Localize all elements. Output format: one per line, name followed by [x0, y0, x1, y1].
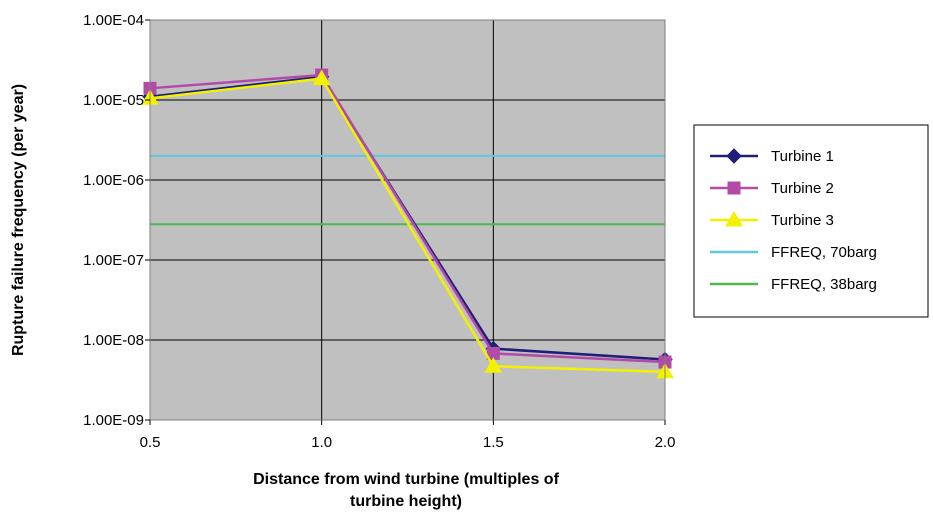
legend-swatch-marker — [728, 182, 740, 194]
y-tick-label: 1.00E-05 — [83, 92, 144, 109]
y-tick-label: 1.00E-09 — [83, 412, 144, 429]
y-tick-label: 1.00E-04 — [83, 12, 144, 29]
legend-label: Turbine 1 — [771, 148, 834, 165]
legend-item-2: Turbine 2 — [710, 180, 834, 197]
y-axis-ticks: 1.00E-04 1.00E-05 1.00E-06 1.00E-07 1.00E-08… — [83, 12, 150, 429]
legend-label: FFREQ, 38barg — [771, 276, 877, 293]
x-tick-label: 1.0 — [311, 434, 332, 451]
legend: Turbine 1 Turbine 2 Turbine 3 FFREQ, 70barg… — [694, 125, 928, 317]
y-tick-label: 1.00E-06 — [83, 172, 144, 189]
y-tick-label: 1.00E-07 — [83, 252, 144, 269]
x-tick-label: 0.5 — [140, 434, 161, 451]
x-tick-label: 2.0 — [655, 434, 676, 451]
legend-label: Turbine 2 — [771, 180, 834, 197]
x-axis-title-line-2: turbine height) — [350, 493, 462, 510]
x-axis-title-line-1: Distance from wind turbine (multiples of — [253, 471, 559, 488]
legend-label: Turbine 3 — [771, 212, 834, 229]
y-axis-title: Rupture failure frequency (per year) — [10, 84, 27, 356]
y-tick-label: 1.00E-08 — [83, 332, 144, 349]
x-tick-label: 1.5 — [483, 434, 504, 451]
x-axis-ticks: 0.5 1.0 1.5 2.0 — [140, 420, 676, 451]
legend-label: FFREQ, 70barg — [771, 244, 877, 261]
